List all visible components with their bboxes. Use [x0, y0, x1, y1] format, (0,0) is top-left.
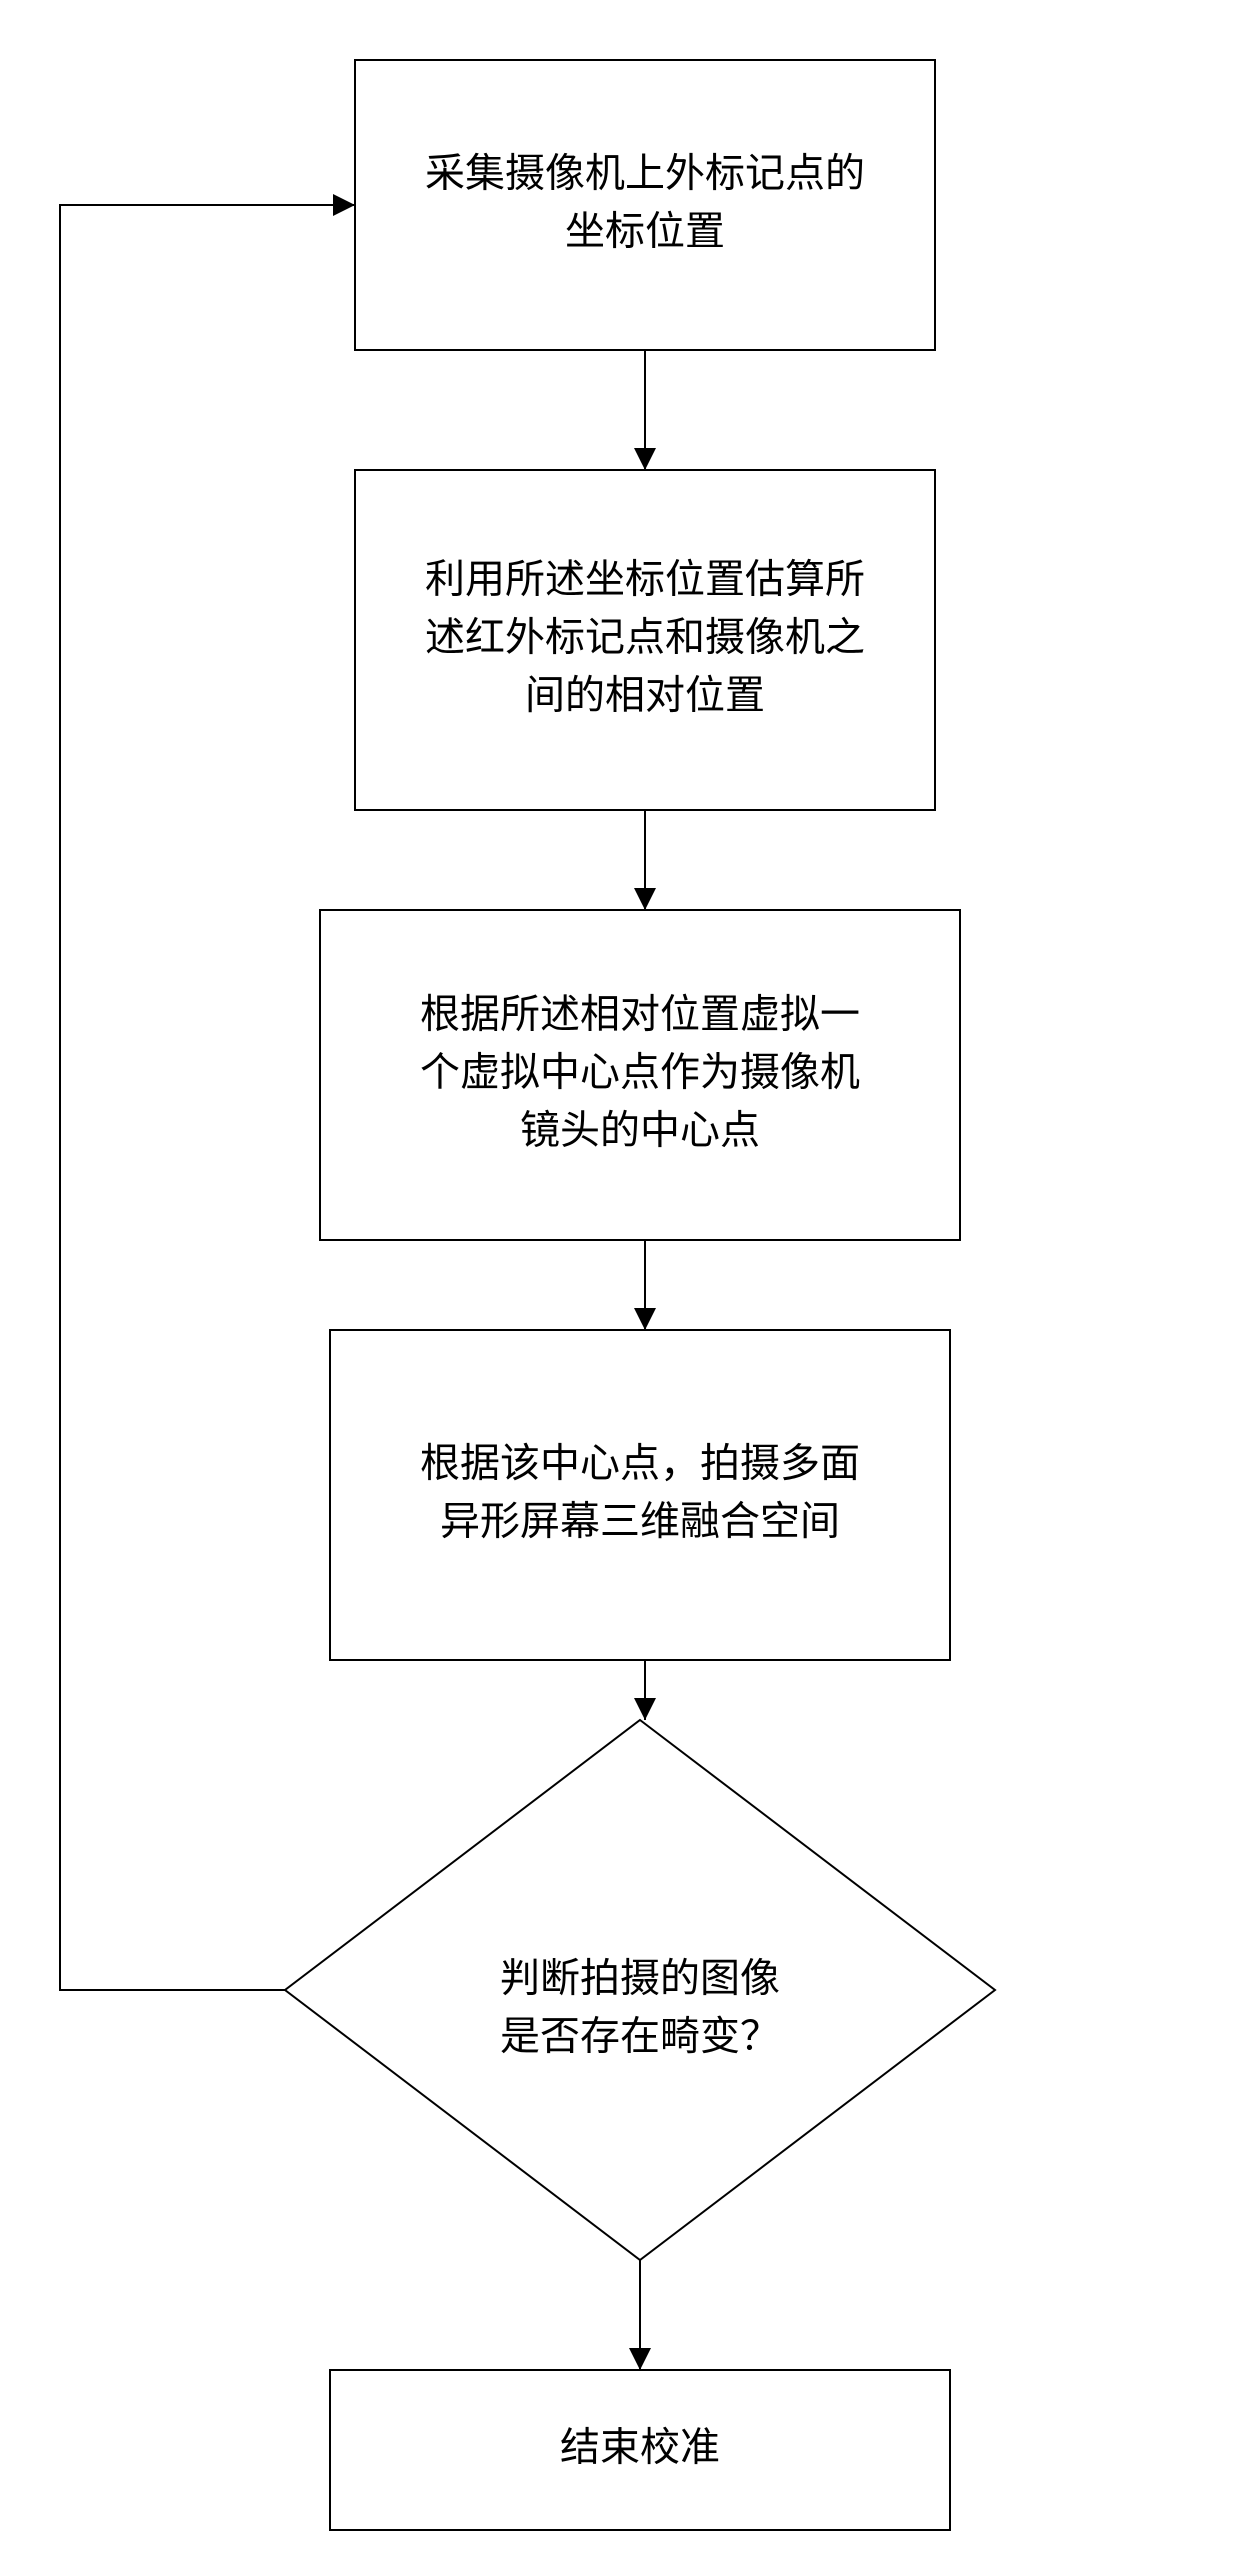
node-text: 坐标位置 [565, 210, 725, 254]
node-text: 判断拍摄的图像 [500, 1957, 780, 2001]
node-text: 根据该中心点，拍摄多面 [420, 1442, 860, 1486]
arrowhead-icon [634, 1308, 656, 1330]
flowchart-edge [60, 205, 355, 1990]
flowchart-node-n4: 根据该中心点，拍摄多面异形屏幕三维融合空间 [330, 1330, 950, 1660]
node-text: 个虚拟中心点作为摄像机 [420, 1051, 860, 1095]
flowchart-node-n1: 采集摄像机上外标记点的坐标位置 [355, 60, 935, 350]
flowchart-node-n3: 根据所述相对位置虚拟一个虚拟中心点作为摄像机镜头的中心点 [320, 910, 960, 1240]
flowchart-node-n5: 判断拍摄的图像是否存在畸变？ [285, 1720, 995, 2260]
arrowhead-icon [333, 194, 355, 216]
arrowhead-icon [634, 448, 656, 470]
arrowhead-icon [629, 2348, 651, 2370]
node-text: 利用所述坐标位置估算所 [425, 558, 865, 602]
flowchart-canvas: 采集摄像机上外标记点的坐标位置利用所述坐标位置估算所述红外标记点和摄像机之间的相… [0, 0, 1237, 2563]
node-text: 结束校准 [560, 2426, 720, 2470]
node-text: 异形屏幕三维融合空间 [440, 1500, 840, 1544]
arrowhead-icon [634, 888, 656, 910]
node-text: 述红外标记点和摄像机之 [425, 616, 865, 660]
flowchart-node-n2: 利用所述坐标位置估算所述红外标记点和摄像机之间的相对位置 [355, 470, 935, 810]
node-text: 采集摄像机上外标记点的 [425, 152, 865, 196]
node-text: 根据所述相对位置虚拟一 [420, 993, 860, 1037]
flowchart-node-n6: 结束校准 [330, 2370, 950, 2530]
node-text: 间的相对位置 [525, 674, 765, 718]
arrowhead-icon [634, 1698, 656, 1720]
node-text: 是否存在畸变？ [500, 2015, 780, 2059]
node-text: 镜头的中心点 [520, 1109, 760, 1153]
